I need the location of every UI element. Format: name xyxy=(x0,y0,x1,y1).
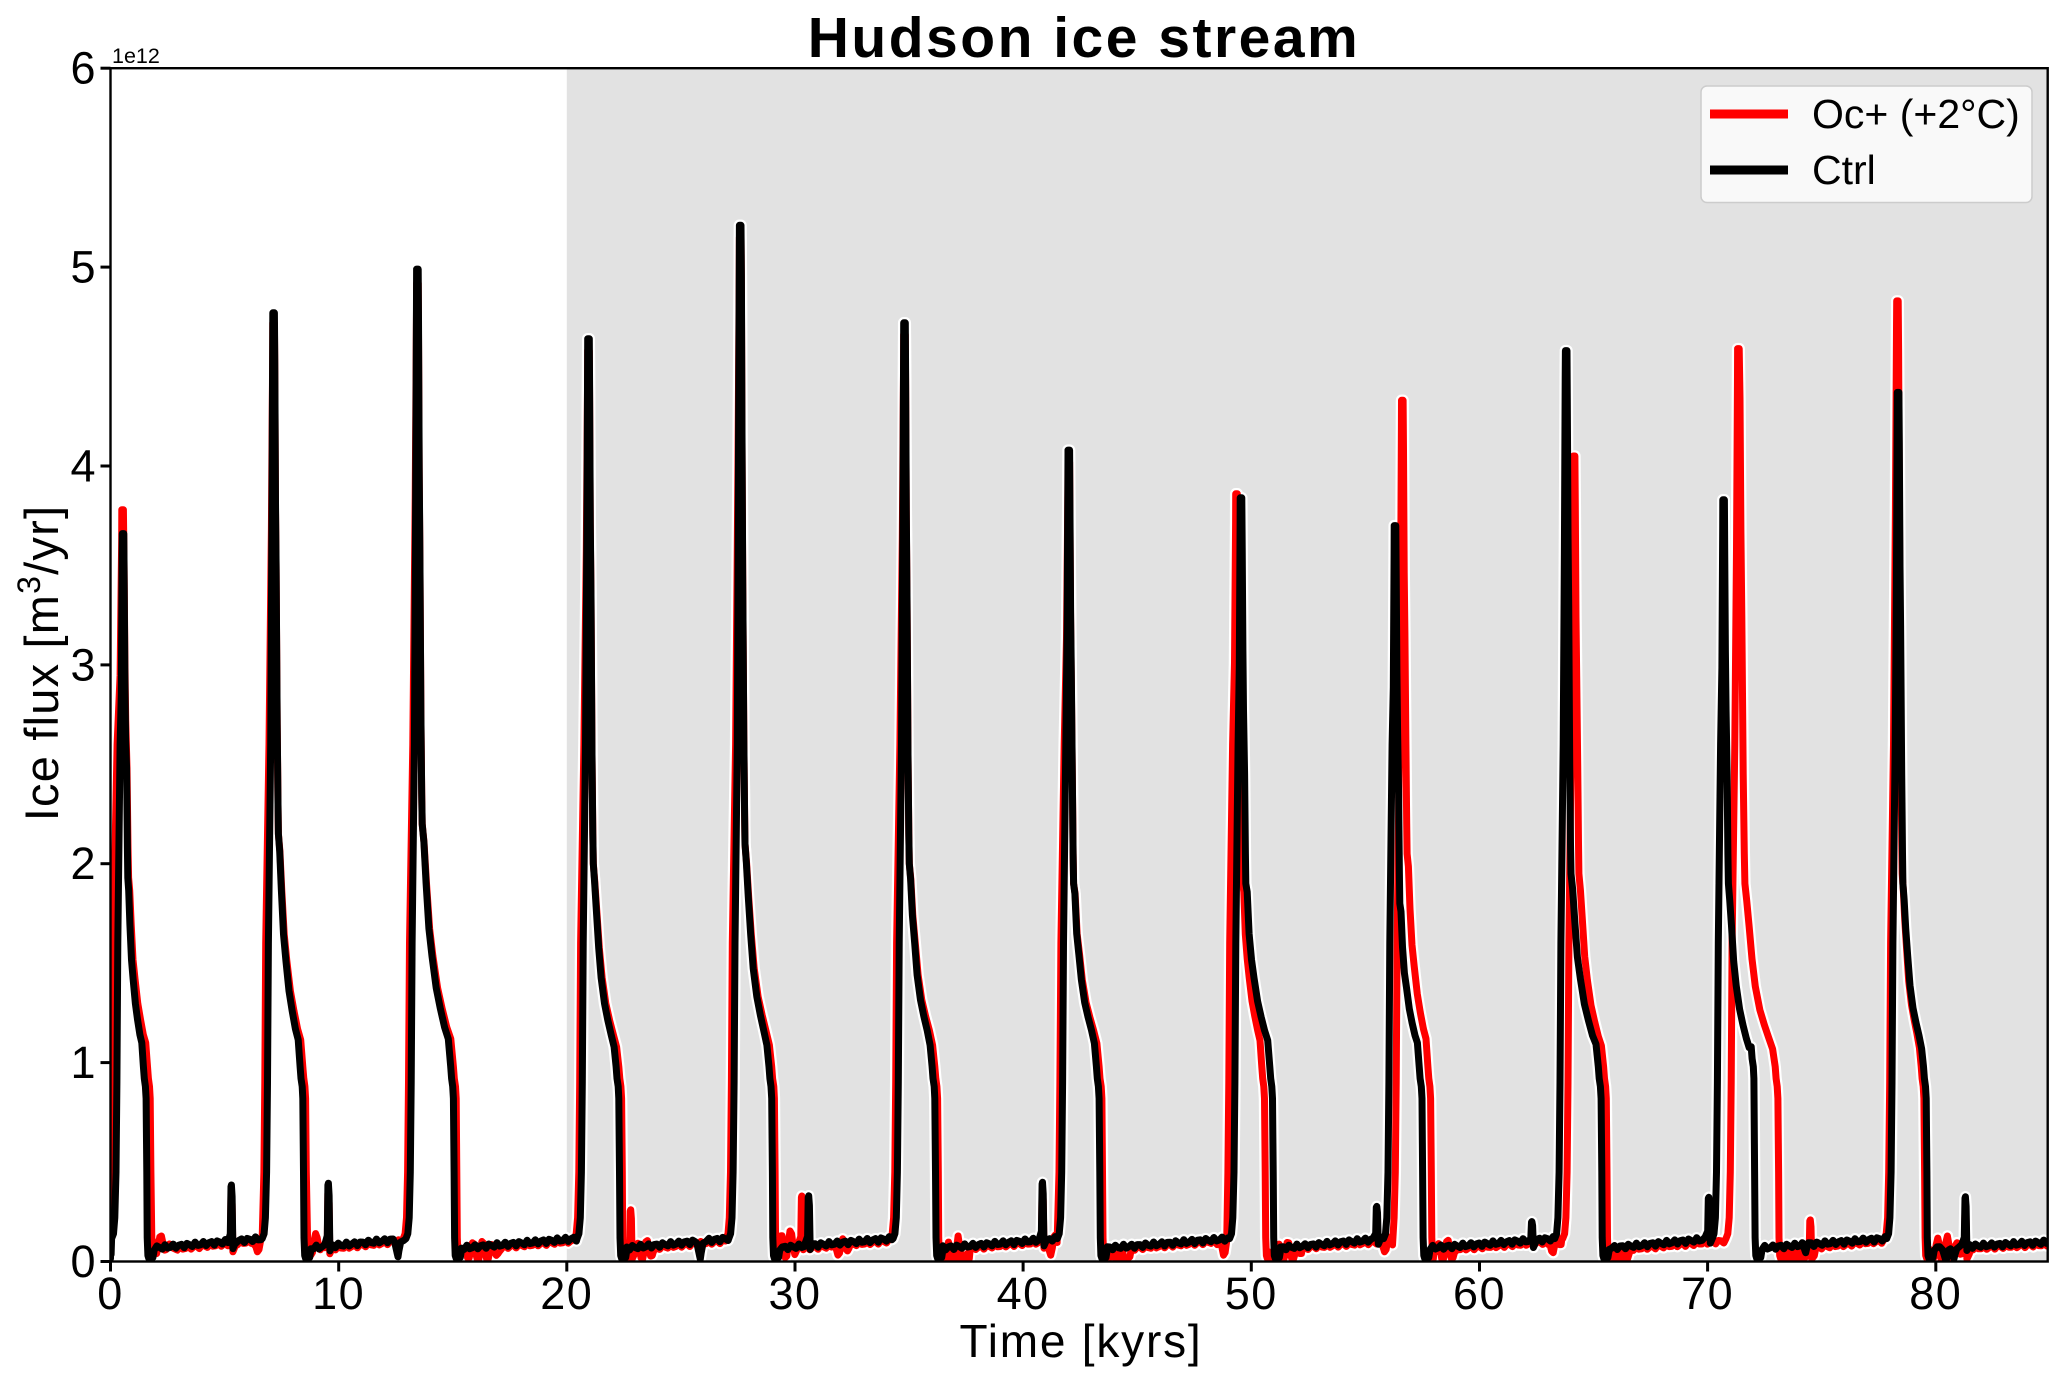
svg-text:2: 2 xyxy=(70,838,97,889)
svg-text:1e12: 1e12 xyxy=(112,44,160,68)
svg-text:Oc+ (+2°C): Oc+ (+2°C) xyxy=(1812,91,2020,137)
svg-text:20: 20 xyxy=(540,1268,593,1319)
svg-text:5: 5 xyxy=(70,242,97,293)
svg-text:40: 40 xyxy=(997,1268,1050,1319)
svg-text:3: 3 xyxy=(70,639,97,690)
svg-text:6: 6 xyxy=(70,43,97,94)
svg-text:1: 1 xyxy=(70,1037,97,1088)
svg-text:0: 0 xyxy=(70,1236,97,1287)
svg-text:0: 0 xyxy=(97,1268,124,1319)
svg-text:Ice flux [m3/yr]: Ice flux [m3/yr] xyxy=(11,505,68,821)
svg-text:60: 60 xyxy=(1453,1268,1506,1319)
svg-text:Ctrl: Ctrl xyxy=(1812,147,1876,193)
svg-text:30: 30 xyxy=(768,1268,821,1319)
svg-text:70: 70 xyxy=(1681,1268,1734,1319)
svg-text:10: 10 xyxy=(312,1268,365,1319)
svg-text:4: 4 xyxy=(70,441,97,492)
svg-text:Time [kyrs]: Time [kyrs] xyxy=(960,1315,1203,1367)
svg-text:80: 80 xyxy=(1909,1268,1962,1319)
svg-text:50: 50 xyxy=(1225,1268,1278,1319)
svg-text:Hudson ice stream: Hudson ice stream xyxy=(808,6,1361,70)
